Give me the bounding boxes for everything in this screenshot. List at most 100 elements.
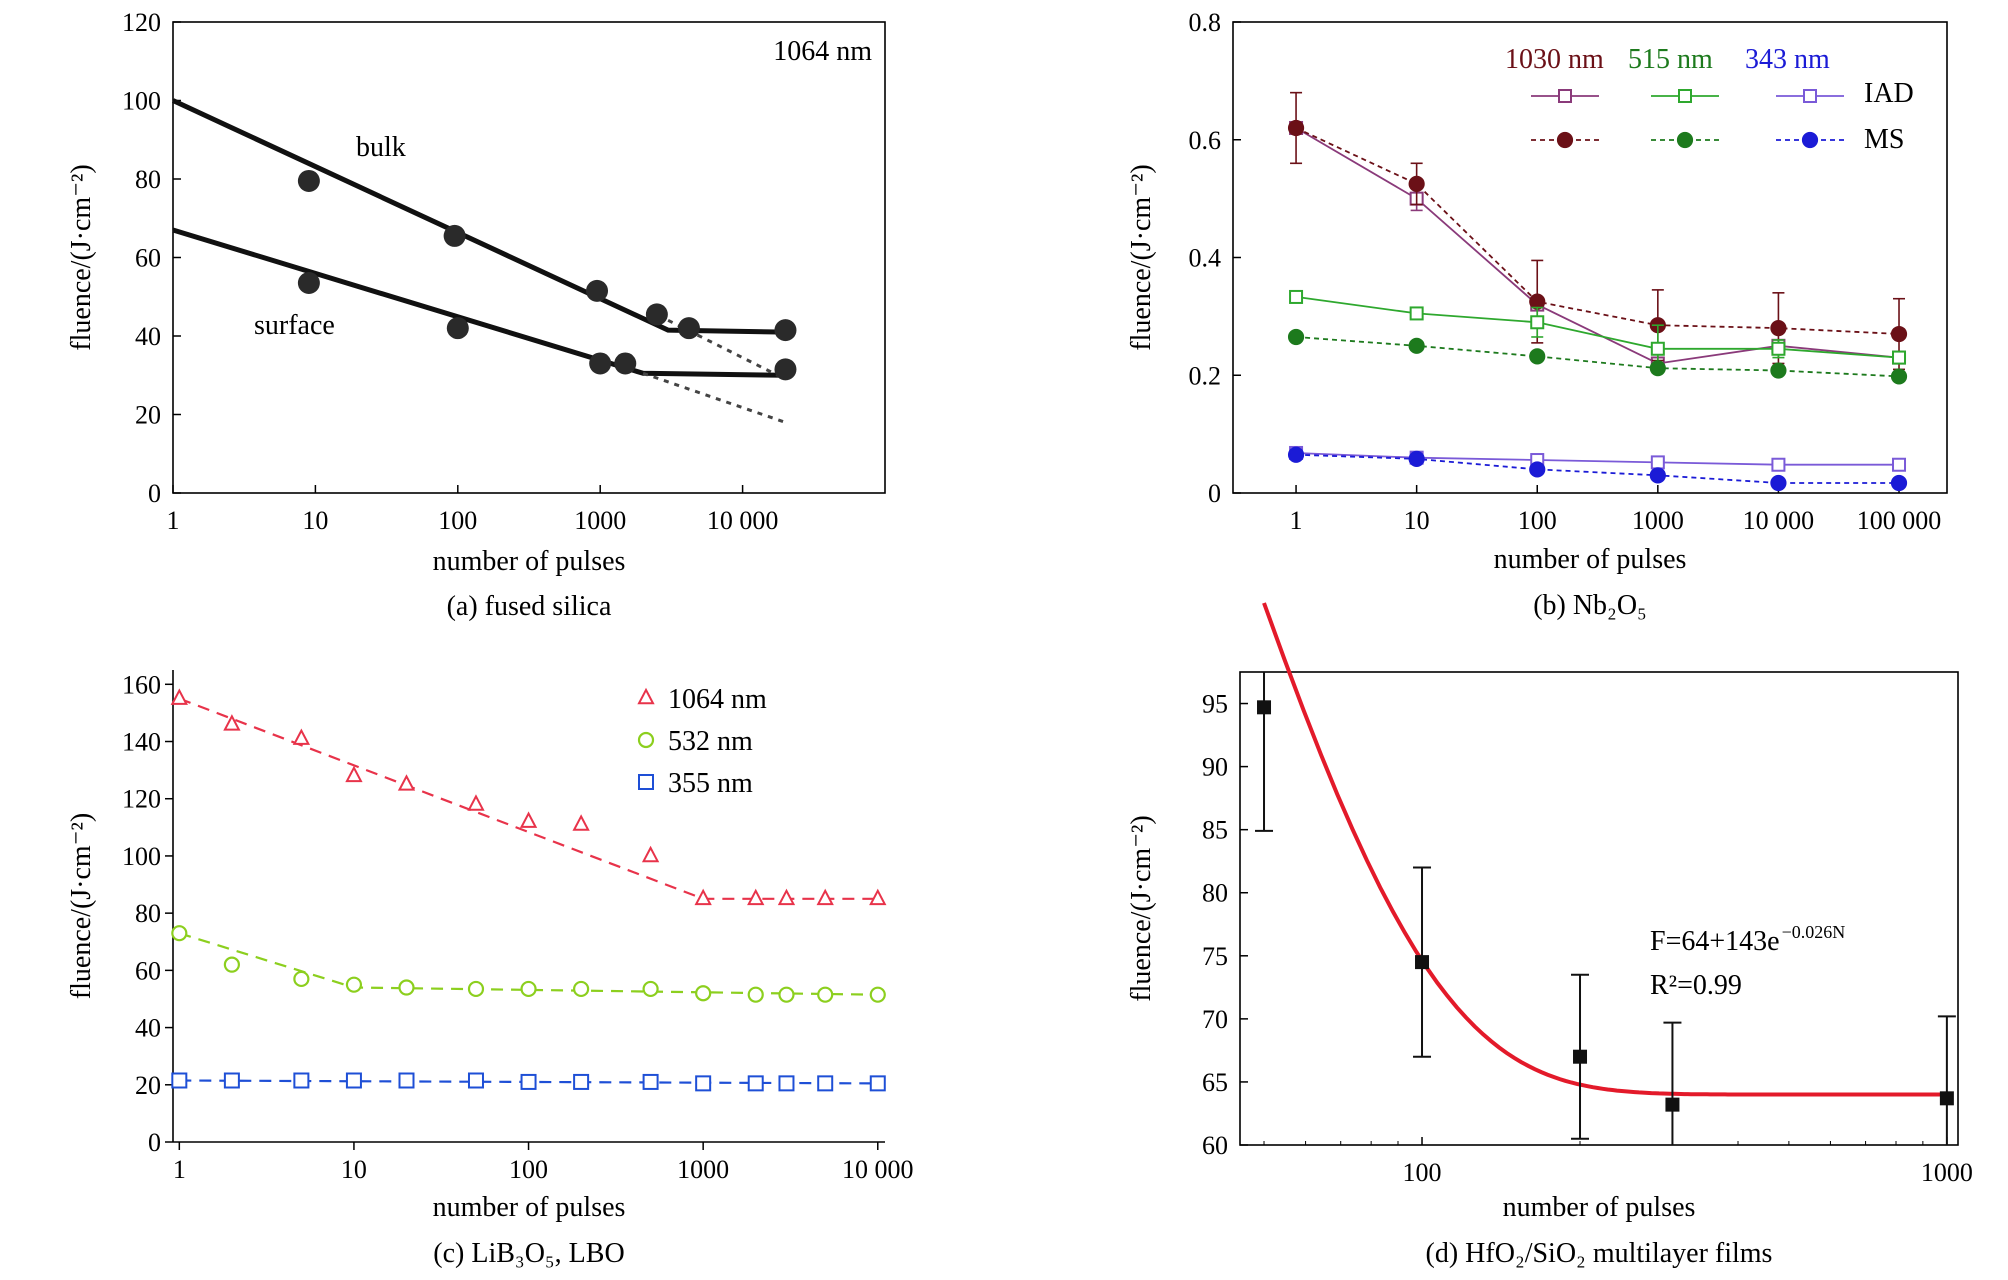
fit-curve [1262, 602, 1947, 1097]
fit-line [171, 98, 786, 335]
y-tick-label: 20 [135, 1071, 161, 1100]
data-point [1573, 1049, 1588, 1064]
series-line [1296, 453, 1899, 484]
data-point [573, 980, 590, 998]
y-tick-label: 60 [135, 244, 161, 273]
y-tick-label: 60 [1202, 1131, 1228, 1160]
y-tick-label: 120 [122, 785, 161, 814]
bulk-point [443, 224, 466, 247]
data-point [223, 956, 240, 973]
data-point [520, 980, 537, 998]
bulk-point [774, 319, 797, 342]
x-axis-label: number of pulses [1494, 544, 1687, 575]
ms-point [1890, 368, 1908, 385]
data-point [398, 979, 415, 996]
data-point [1257, 700, 1272, 715]
data-point [223, 714, 241, 731]
ms-point [1287, 119, 1305, 137]
ms-point [1408, 175, 1425, 193]
y-tick-label: 20 [135, 401, 161, 430]
x-tick-label: 10 [302, 506, 328, 535]
data-point [398, 1072, 415, 1089]
extrapolation-line [642, 371, 786, 424]
ms-point [1529, 348, 1546, 365]
series-line [1295, 296, 1900, 359]
series-line [1295, 127, 1900, 335]
data-point [345, 1072, 362, 1089]
y-tick-label: 160 [122, 670, 161, 699]
y-tick-label: 0.4 [1189, 244, 1222, 273]
x-tick-label: 1000 [1632, 506, 1684, 535]
trend-line [178, 697, 878, 900]
data-point [747, 1075, 764, 1092]
y-tick-label: 80 [135, 165, 161, 194]
x-tick-label: 100 [438, 506, 477, 535]
data-point [345, 765, 363, 783]
data-point [1415, 955, 1430, 970]
y-tick-label: 140 [122, 728, 161, 757]
y-axis-label: fluence/(J·cm⁻²) [1126, 164, 1157, 350]
y-tick-label: 70 [1202, 1005, 1228, 1034]
bulk-point [586, 279, 609, 302]
x-tick-label: 100 [1518, 506, 1557, 535]
legend-wavelength: 343 nm [1745, 44, 1830, 75]
data-point [695, 985, 712, 1002]
iad-point [1650, 455, 1665, 470]
surface-point [774, 358, 797, 381]
ms-point [1649, 360, 1666, 377]
y-tick-label: 0 [148, 479, 161, 508]
legend-marker [638, 774, 654, 790]
x-tick-label: 1000 [1921, 1158, 1973, 1187]
legend-label: 532 nm [668, 726, 753, 757]
ms-point [1890, 474, 1908, 492]
equation-text: F=64+143e [1650, 926, 1780, 957]
y-tick-label: 100 [122, 87, 161, 116]
x-axis-label: number of pulses [1503, 1192, 1696, 1223]
legend-marker [637, 687, 655, 705]
surface-point [614, 352, 637, 375]
data-point [869, 1075, 886, 1092]
legend-marker [1676, 131, 1694, 149]
series-line [1296, 452, 1899, 466]
y-tick-label: 65 [1202, 1068, 1228, 1097]
ms-point [1529, 293, 1546, 310]
data-point [467, 980, 485, 998]
bulk-point [677, 317, 700, 340]
bulk-label: bulk [356, 132, 406, 163]
y-tick-label: 40 [135, 1014, 161, 1043]
data-point [695, 1075, 712, 1092]
data-point [171, 1072, 188, 1089]
y-axis-label: fluence/(J·cm⁻²) [1126, 815, 1157, 1001]
surface-point [589, 352, 612, 375]
legend-marker [1803, 89, 1817, 103]
surface-label: surface [254, 310, 335, 341]
wavelength-label: 1064 nm [773, 36, 872, 67]
data-point [869, 888, 887, 906]
data-point [293, 970, 310, 988]
data-point [1939, 1091, 1954, 1106]
y-tick-label: 0.8 [1189, 8, 1222, 37]
iad-point [1409, 306, 1424, 321]
plot-frame [1239, 671, 1959, 1146]
iad-point [1892, 350, 1907, 365]
iad-point [1892, 457, 1907, 472]
ms-point [1770, 362, 1787, 379]
data-point [817, 1075, 834, 1092]
data-point [778, 986, 795, 1003]
panel-b: 0 0.2 0.4 0.6 0.8 1 10 100 1000 10 000 100 000 1030… [1126, 8, 1948, 621]
x-tick-label: 100 000 [1857, 506, 1942, 535]
ms-point [1408, 337, 1425, 354]
iad-point [1530, 315, 1545, 330]
x-tick-label: 10 000 [842, 1155, 914, 1184]
x-tick-label: 10 000 [707, 506, 779, 535]
data-point [778, 1075, 795, 1092]
y-axis-label: fluence/(J·cm⁻²) [66, 164, 97, 350]
legend-marker [1556, 131, 1574, 149]
y-tick-label: 75 [1202, 942, 1228, 971]
y-tick-label: 95 [1202, 690, 1228, 719]
fit-line [172, 227, 786, 378]
x-tick-label: 1000 [677, 1155, 729, 1184]
x-tick-label: 1 [1290, 506, 1303, 535]
legend-iad: IAD [1864, 78, 1914, 109]
